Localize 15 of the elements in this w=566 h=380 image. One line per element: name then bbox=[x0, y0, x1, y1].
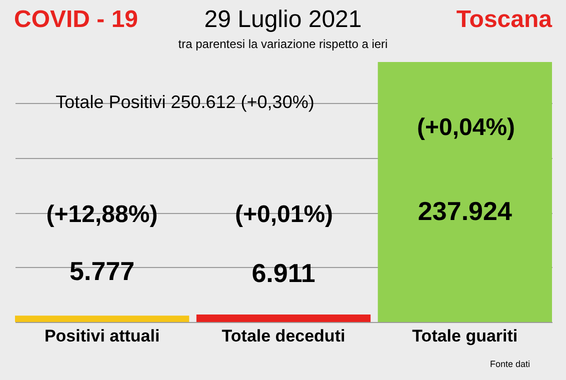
annotation: Totale Positivi 250.612 (+0,30%) bbox=[56, 92, 314, 112]
text: Toscana bbox=[456, 6, 553, 33]
x-tick-label: Positivi attuali bbox=[44, 326, 160, 346]
x-tick-label: Totale guariti bbox=[412, 326, 518, 346]
x-tick-label: Totale deceduti bbox=[222, 326, 346, 346]
annotation: (+0,04%) bbox=[416, 114, 516, 141]
data-label: 5.777 bbox=[70, 256, 135, 286]
annotation: (+0,01%) bbox=[234, 201, 334, 228]
data-label: 6.911 bbox=[252, 258, 316, 288]
source-note: Fonte dati bbox=[490, 359, 530, 369]
chart-title: 29 Luglio 2021 bbox=[204, 6, 362, 33]
chart-subtitle: tra parentesi la variazione rispetto a ieri bbox=[178, 37, 388, 51]
data-label: 237.924 bbox=[418, 196, 512, 226]
text: COVID - 19 bbox=[14, 6, 138, 33]
annotation: (+12,88%) bbox=[46, 201, 158, 228]
